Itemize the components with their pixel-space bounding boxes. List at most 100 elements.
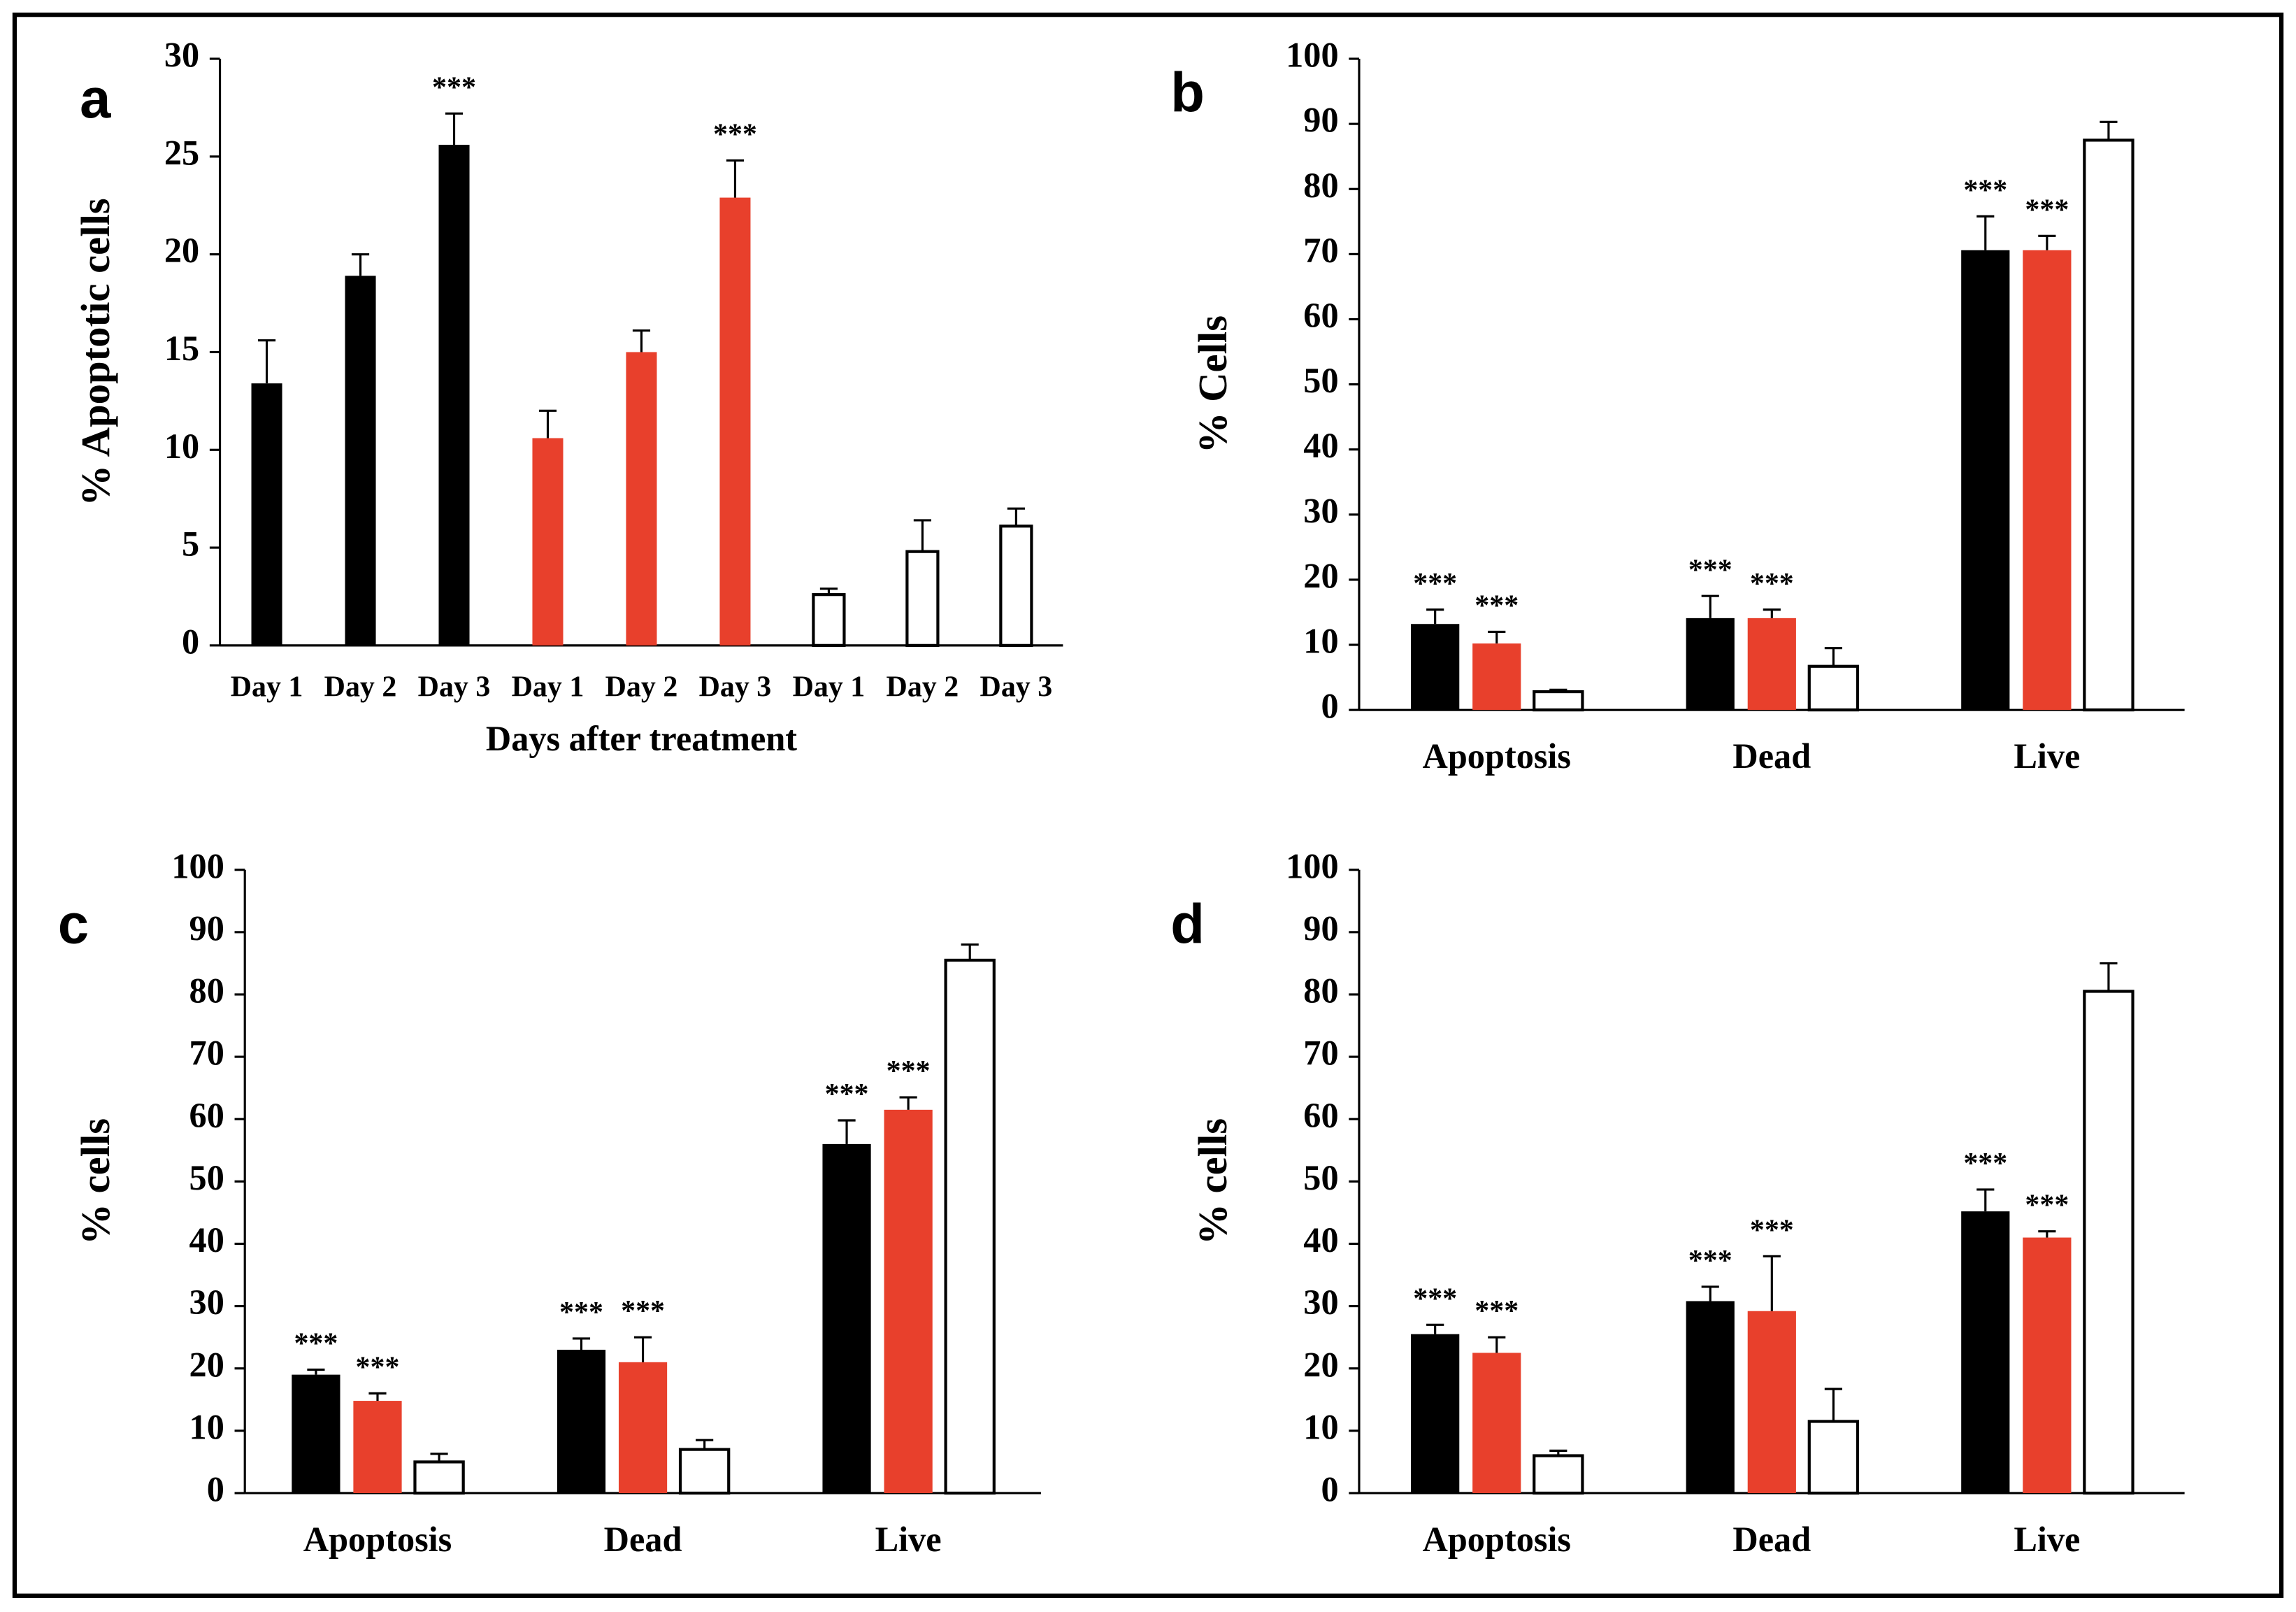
y-tick-label: 70	[189, 1034, 224, 1073]
y-tick-label: 20	[1303, 556, 1338, 595]
bar	[1686, 618, 1735, 711]
bar	[822, 1143, 871, 1493]
significance-label: ***	[432, 71, 476, 104]
y-axis-label: % cells	[1190, 1118, 1235, 1245]
bar	[1747, 618, 1796, 711]
bar	[812, 593, 846, 647]
y-tick-label: 70	[1303, 231, 1338, 270]
bar	[2023, 1237, 2072, 1493]
x-axis-label: Days after treatment	[486, 719, 797, 758]
bar	[345, 276, 376, 645]
bar	[1472, 1353, 1521, 1493]
x-tick-label: Live	[875, 1520, 942, 1559]
x-tick-label: Apoptosis	[303, 1520, 452, 1559]
y-tick-label: 80	[189, 971, 224, 1011]
significance-label: ***	[1750, 1214, 1794, 1246]
x-tick-label: Day 2	[887, 671, 959, 703]
bar	[557, 1349, 606, 1493]
y-tick-label: 15	[164, 329, 199, 368]
bar	[1533, 690, 1584, 712]
significance-label: ***	[1475, 1295, 1519, 1327]
bar	[353, 1401, 402, 1493]
bar	[292, 1374, 340, 1493]
y-tick-label: 90	[1303, 908, 1338, 948]
y-tick-label: 0	[182, 622, 199, 661]
x-tick-label: Day 3	[699, 671, 772, 703]
x-tick-label: Day 3	[980, 671, 1053, 703]
bar	[1411, 624, 1460, 711]
bar	[884, 1109, 933, 1493]
y-tick-label: 90	[1303, 101, 1338, 140]
bar	[1411, 1334, 1460, 1493]
significance-label: ***	[1413, 1283, 1457, 1315]
bar	[999, 525, 1033, 647]
x-tick-label: Day 1	[231, 671, 303, 703]
x-tick-label: Day 2	[324, 671, 397, 703]
significance-label: ***	[713, 119, 757, 151]
significance-label: ***	[1688, 1245, 1732, 1277]
y-tick-label: 30	[1303, 491, 1338, 530]
significance-label: ***	[356, 1351, 400, 1383]
x-tick-label: Day 1	[793, 671, 866, 703]
y-tick-label: 10	[1303, 1407, 1338, 1446]
y-tick-label: 80	[1303, 166, 1338, 205]
significance-label: ***	[621, 1295, 665, 1327]
bar	[2083, 990, 2134, 1495]
significance-label: ***	[825, 1078, 869, 1111]
bar	[678, 1448, 731, 1495]
bar	[532, 438, 564, 645]
y-tick-label: 10	[189, 1407, 224, 1446]
significance-label: ***	[1475, 590, 1519, 622]
y-tick-label: 25	[164, 133, 199, 172]
y-axis-label: % Cells	[1190, 315, 1235, 453]
significance-label: ***	[1750, 568, 1794, 600]
y-tick-label: 60	[189, 1096, 224, 1135]
bar	[944, 958, 996, 1495]
bar	[719, 197, 751, 645]
bar	[1747, 1311, 1796, 1493]
bar	[1807, 1420, 1860, 1495]
significance-label: ***	[887, 1055, 931, 1087]
significance-label: ***	[1413, 568, 1457, 600]
figure-border	[12, 12, 2284, 1598]
y-tick-label: 0	[1321, 687, 1338, 726]
y-tick-label: 50	[189, 1158, 224, 1197]
y-tick-label: 60	[1303, 1096, 1338, 1135]
x-tick-label: Live	[2014, 1520, 2080, 1559]
x-tick-label: Apoptosis	[1422, 736, 1571, 776]
significance-label: ***	[1963, 174, 2007, 206]
bar	[905, 550, 940, 647]
y-axis-label: % cells	[73, 1118, 118, 1245]
bar	[1533, 1454, 1584, 1495]
x-tick-label: Dead	[1732, 736, 1811, 776]
panel-label: c	[58, 893, 89, 955]
y-axis-label: % Apoptotic cells	[73, 198, 118, 506]
panel-label: b	[1170, 62, 1205, 124]
bar	[1807, 664, 1860, 712]
bar	[438, 145, 470, 645]
bar	[251, 383, 282, 645]
x-tick-label: Day 3	[418, 671, 491, 703]
significance-label: ***	[1688, 554, 1732, 586]
y-tick-label: 20	[189, 1345, 224, 1384]
significance-label: ***	[1963, 1148, 2007, 1180]
panel-label: a	[80, 67, 111, 129]
y-tick-label: 40	[1303, 1220, 1338, 1260]
significance-label: ***	[559, 1297, 603, 1329]
significance-label: ***	[2025, 194, 2069, 226]
y-tick-label: 20	[1303, 1345, 1338, 1384]
y-tick-label: 0	[1321, 1470, 1338, 1509]
y-tick-label: 30	[164, 36, 199, 75]
bar	[1961, 250, 2010, 711]
bar	[2023, 250, 2072, 711]
y-tick-label: 70	[1303, 1034, 1338, 1073]
y-tick-label: 90	[189, 908, 224, 948]
x-tick-label: Day 1	[512, 671, 584, 703]
y-tick-label: 10	[164, 427, 199, 466]
y-tick-label: 5	[182, 525, 199, 564]
y-tick-label: 100	[1286, 36, 1338, 75]
y-tick-label: 0	[207, 1470, 224, 1509]
bar	[1961, 1211, 2010, 1493]
bar	[1472, 643, 1521, 711]
y-tick-label: 40	[1303, 426, 1338, 465]
